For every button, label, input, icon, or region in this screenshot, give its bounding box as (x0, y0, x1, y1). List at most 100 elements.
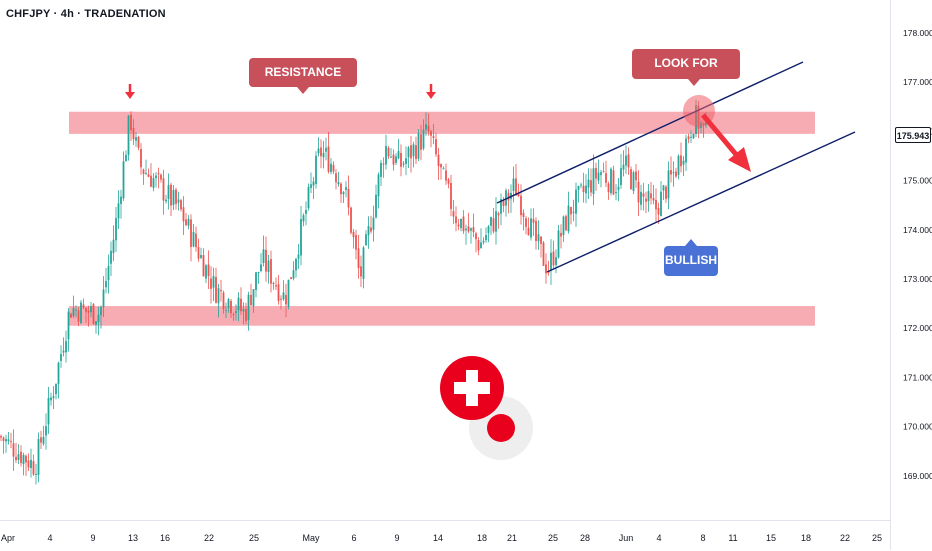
candle-body (597, 172, 600, 181)
candle-body (612, 170, 615, 195)
time-tick-label: 28 (580, 533, 590, 543)
candle-body (277, 284, 280, 301)
candle-body (532, 219, 535, 223)
candle-body (82, 304, 85, 308)
candle-body (207, 264, 210, 277)
candle-body (630, 169, 632, 190)
candle-body (462, 216, 465, 232)
price-tick-label: 174.000 (903, 225, 932, 235)
candle-body (212, 276, 215, 288)
candle-body (652, 198, 655, 201)
price-tick-label: 171.000 (903, 372, 932, 382)
candle-body (407, 147, 410, 158)
candle-body (680, 155, 682, 167)
candle-body (165, 199, 167, 202)
candle-body (372, 217, 375, 230)
candle-body (530, 218, 532, 238)
candle-body (557, 230, 560, 258)
candle-body (655, 199, 657, 210)
candle-body (512, 178, 515, 191)
candle-body (292, 270, 295, 279)
candle-body (515, 178, 517, 196)
candle-body (172, 189, 175, 206)
candle-body (52, 396, 55, 399)
candle-body (385, 146, 387, 165)
resistance-label-pointer (297, 87, 309, 94)
candle-body (72, 308, 75, 317)
candle-body (562, 216, 565, 235)
candle-body (45, 426, 47, 436)
candle-body (230, 300, 232, 314)
candle-body (660, 191, 662, 217)
candle-body (327, 146, 330, 172)
candle-body (602, 171, 605, 173)
candle-body (400, 152, 402, 167)
candle-body (587, 179, 590, 188)
time-tick-label: 6 (351, 533, 356, 543)
candle-body (280, 298, 282, 300)
support-zone (69, 306, 815, 326)
candle-body (577, 185, 580, 190)
candle-body (565, 216, 567, 231)
candle-body (22, 454, 25, 464)
time-tick-label: 25 (872, 533, 882, 543)
time-tick-label: 4 (47, 533, 52, 543)
candle-body (197, 247, 200, 259)
candle-body (472, 227, 475, 233)
candle-body (520, 195, 522, 216)
candle-body (387, 147, 390, 157)
channel-upper-line (496, 61, 804, 204)
candle-body (317, 148, 320, 154)
candle-body (582, 185, 585, 193)
candle-body (222, 292, 225, 309)
price-tick-label: 173.000 (903, 274, 932, 284)
candle-body (572, 211, 575, 213)
candle-body (40, 437, 42, 443)
candle-body (297, 254, 300, 259)
candle-body (307, 186, 310, 209)
tradenation-logo (440, 356, 533, 460)
candle-body (90, 306, 92, 313)
candle-body (495, 211, 497, 232)
candle-body (112, 239, 115, 253)
candle-body (527, 227, 530, 236)
candle-body (17, 454, 20, 460)
candle-body (202, 255, 205, 277)
time-tick-label: 21 (507, 533, 517, 543)
candle-body (85, 307, 87, 312)
candle-body (465, 228, 467, 231)
time-tick-label: 22 (204, 533, 214, 543)
candle-body (322, 152, 325, 158)
candle-body (502, 200, 505, 207)
candle-body (590, 180, 592, 193)
candle-body (62, 350, 65, 353)
candle-body (357, 248, 360, 269)
candle-body (260, 264, 262, 272)
candle-body (47, 397, 50, 425)
candle-body (567, 205, 570, 232)
time-tick-label: May (302, 533, 320, 543)
candle-body (497, 213, 500, 216)
candle-body (540, 236, 542, 244)
price-axis[interactable] (890, 0, 932, 550)
candle-body (412, 144, 415, 157)
candle-body (445, 170, 447, 181)
candle-body (355, 235, 357, 250)
candle-body (137, 136, 140, 148)
markers (125, 84, 751, 172)
candle-body (140, 149, 142, 168)
candle-body (422, 129, 425, 149)
candle-body (350, 207, 352, 233)
candle-body (257, 272, 260, 274)
candle-body (302, 215, 305, 222)
candle-body (215, 276, 217, 303)
time-axis[interactable] (0, 520, 890, 551)
candle-body (645, 198, 647, 202)
candle-body (480, 242, 482, 249)
candle-body (65, 341, 67, 353)
candle-body (507, 192, 510, 201)
candle-body (117, 203, 120, 219)
candle-body (675, 171, 677, 177)
candle-body (235, 311, 237, 313)
